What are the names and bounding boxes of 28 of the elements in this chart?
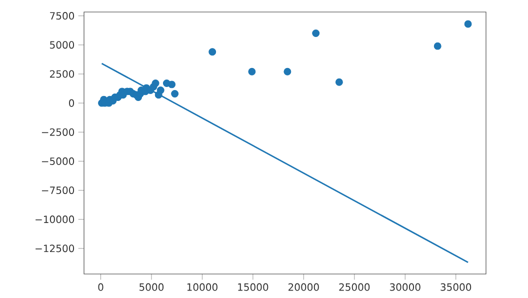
x-tick-label: 5000	[140, 283, 164, 291]
point	[208, 48, 216, 56]
point	[312, 30, 320, 38]
point	[248, 68, 256, 76]
y-tick-label: −7500	[42, 186, 74, 194]
point	[284, 68, 292, 76]
x-tick-label: 10000	[187, 283, 218, 291]
y-tick-label: −12500	[36, 244, 74, 252]
point	[152, 80, 160, 88]
x-tick-label: 15000	[238, 283, 268, 291]
y-tick-label: 0	[69, 99, 74, 107]
x-tick-label: 25000	[339, 283, 370, 291]
point	[156, 86, 164, 94]
x-tick-label: 0	[98, 283, 104, 291]
y-tick-label: −10000	[36, 216, 74, 224]
point	[171, 90, 179, 98]
y-tick-label: 2500	[50, 70, 74, 78]
point	[168, 80, 176, 88]
x-tick-label: 30000	[390, 283, 420, 291]
x-tick-label: 35000	[440, 283, 472, 291]
y-tick-label: 7500	[50, 12, 74, 20]
y-tick-label: −5000	[42, 157, 74, 165]
x-tick-label: 20000	[288, 283, 319, 291]
point	[335, 78, 343, 86]
point	[464, 20, 472, 28]
y-tick-label: 5000	[50, 41, 74, 49]
y-tick-label: −2500	[42, 128, 74, 136]
point	[434, 42, 442, 50]
